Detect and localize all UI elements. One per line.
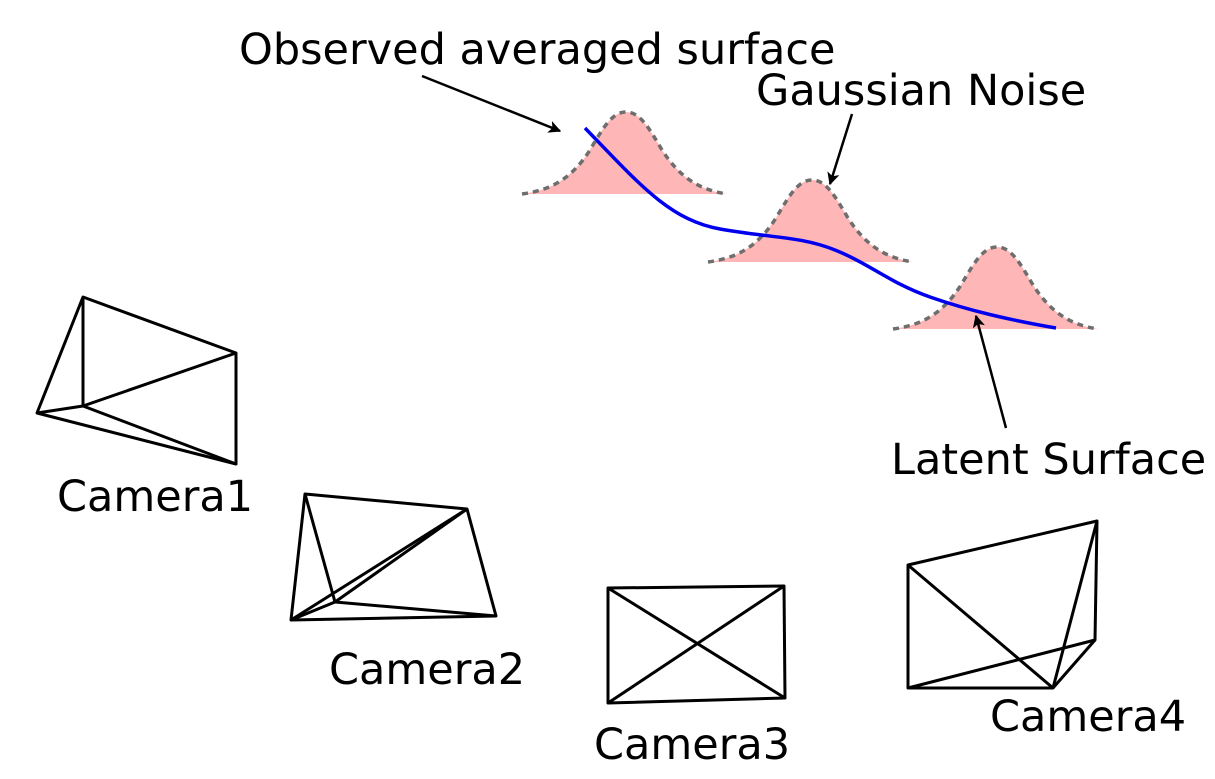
camera1-label: Camera1 <box>57 472 253 522</box>
gaussian-3-fill <box>893 247 1098 329</box>
latent-surface-curve <box>583 126 1057 330</box>
gaussian-3-outline <box>892 245 1099 331</box>
camera2-label: Camera2 <box>329 645 525 695</box>
gaussian-2 <box>707 178 914 264</box>
camera4-label: Camera4 <box>990 692 1186 742</box>
arrow-observed <box>421 74 562 133</box>
arrow-noise <box>827 113 854 186</box>
gaussian-2-outline <box>707 178 914 264</box>
gaussian-noise-label: Gaussian Noise <box>756 66 1086 116</box>
camera4-frustum <box>906 519 1099 690</box>
camera3-frustum <box>606 584 787 705</box>
camera1-frustum <box>35 295 238 466</box>
gaussian-1-fill <box>522 112 727 194</box>
camera3-label: Camera3 <box>594 720 790 770</box>
arrow-latent <box>972 314 1008 429</box>
gaussian-2-fill <box>708 180 913 262</box>
observed-surface-label: Observed averaged surface <box>239 25 835 75</box>
gaussian-3 <box>892 245 1099 331</box>
gaussian-1 <box>521 110 728 196</box>
camera2-frustum <box>289 492 498 622</box>
gaussian-1-outline <box>521 110 728 196</box>
latent-surface-label: Latent Surface <box>891 435 1206 485</box>
